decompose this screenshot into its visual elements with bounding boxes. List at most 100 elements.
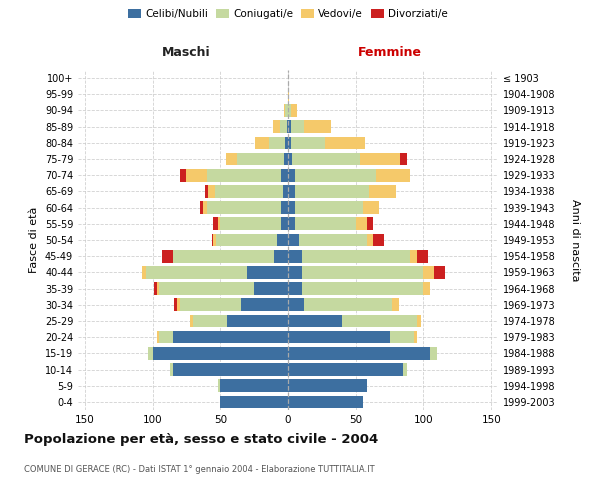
Bar <box>146 266 247 278</box>
Bar <box>288 266 302 278</box>
Bar <box>288 185 295 198</box>
Bar <box>288 152 292 166</box>
Bar <box>154 282 157 295</box>
Bar <box>215 185 283 198</box>
Bar <box>179 169 187 181</box>
Text: Popolazione per età, sesso e stato civile - 2004: Popolazione per età, sesso e stato civil… <box>24 432 378 446</box>
Bar <box>288 331 389 344</box>
Bar <box>226 152 236 166</box>
Bar <box>187 169 207 181</box>
Bar <box>288 250 302 262</box>
Bar <box>304 298 392 311</box>
Bar <box>241 298 288 311</box>
Bar <box>295 202 362 214</box>
Bar <box>284 104 285 117</box>
Bar <box>434 266 445 278</box>
Bar <box>207 202 281 214</box>
Bar <box>208 185 215 198</box>
Bar <box>203 202 207 214</box>
Bar <box>360 152 400 166</box>
Bar <box>400 152 407 166</box>
Bar <box>173 363 288 376</box>
Bar <box>142 266 146 278</box>
Bar <box>288 363 403 376</box>
Bar <box>367 234 373 246</box>
Bar <box>403 363 407 376</box>
Bar <box>295 169 376 181</box>
Bar <box>281 169 288 181</box>
Bar <box>159 331 173 344</box>
Bar <box>212 234 214 246</box>
Bar <box>170 363 173 376</box>
Bar <box>285 104 288 117</box>
Bar <box>288 88 289 101</box>
Bar <box>376 169 410 181</box>
Bar <box>288 282 302 295</box>
Bar <box>288 104 291 117</box>
Bar <box>288 347 430 360</box>
Bar <box>373 234 384 246</box>
Bar <box>342 314 417 328</box>
Bar <box>410 250 417 262</box>
Bar <box>288 298 304 311</box>
Bar <box>281 218 288 230</box>
Bar <box>424 282 430 295</box>
Bar <box>285 136 288 149</box>
Bar <box>288 396 362 408</box>
Bar <box>277 234 288 246</box>
Bar <box>430 347 437 360</box>
Text: Maschi: Maschi <box>162 46 211 59</box>
Bar <box>288 234 299 246</box>
Bar <box>148 347 152 360</box>
Bar <box>287 120 288 133</box>
Bar <box>216 234 277 246</box>
Bar <box>291 136 325 149</box>
Bar <box>325 136 365 149</box>
Bar <box>288 120 291 133</box>
Bar <box>302 282 424 295</box>
Bar <box>269 136 285 149</box>
Bar <box>218 218 220 230</box>
Bar <box>367 218 373 230</box>
Bar <box>173 250 274 262</box>
Bar <box>214 234 216 246</box>
Bar <box>220 396 288 408</box>
Bar <box>179 298 241 311</box>
Bar <box>220 218 281 230</box>
Bar <box>389 331 414 344</box>
Bar <box>247 266 288 278</box>
Bar <box>274 250 288 262</box>
Bar <box>288 380 367 392</box>
Bar <box>273 120 280 133</box>
Bar <box>280 120 287 133</box>
Bar <box>302 250 410 262</box>
Bar <box>157 282 159 295</box>
Bar <box>288 202 295 214</box>
Legend: Celibi/Nubili, Coniugati/e, Vedovi/e, Divorziati/e: Celibi/Nubili, Coniugati/e, Vedovi/e, Di… <box>124 5 452 24</box>
Y-axis label: Anni di nascita: Anni di nascita <box>569 198 580 281</box>
Bar <box>200 202 203 214</box>
Bar <box>220 380 288 392</box>
Bar <box>292 152 360 166</box>
Bar <box>362 202 379 214</box>
Bar <box>414 331 417 344</box>
Bar <box>190 314 193 328</box>
Bar <box>256 136 269 149</box>
Bar <box>299 234 367 246</box>
Bar <box>152 347 288 360</box>
Bar <box>284 152 288 166</box>
Bar <box>295 218 356 230</box>
Bar <box>369 185 397 198</box>
Bar <box>304 120 331 133</box>
Bar <box>392 298 399 311</box>
Bar <box>283 185 288 198</box>
Bar <box>162 250 173 262</box>
Bar <box>417 314 421 328</box>
Bar <box>295 185 369 198</box>
Y-axis label: Fasce di età: Fasce di età <box>29 207 39 273</box>
Bar <box>302 266 424 278</box>
Bar <box>288 218 295 230</box>
Bar <box>254 282 288 295</box>
Bar <box>218 380 220 392</box>
Bar <box>159 282 254 295</box>
